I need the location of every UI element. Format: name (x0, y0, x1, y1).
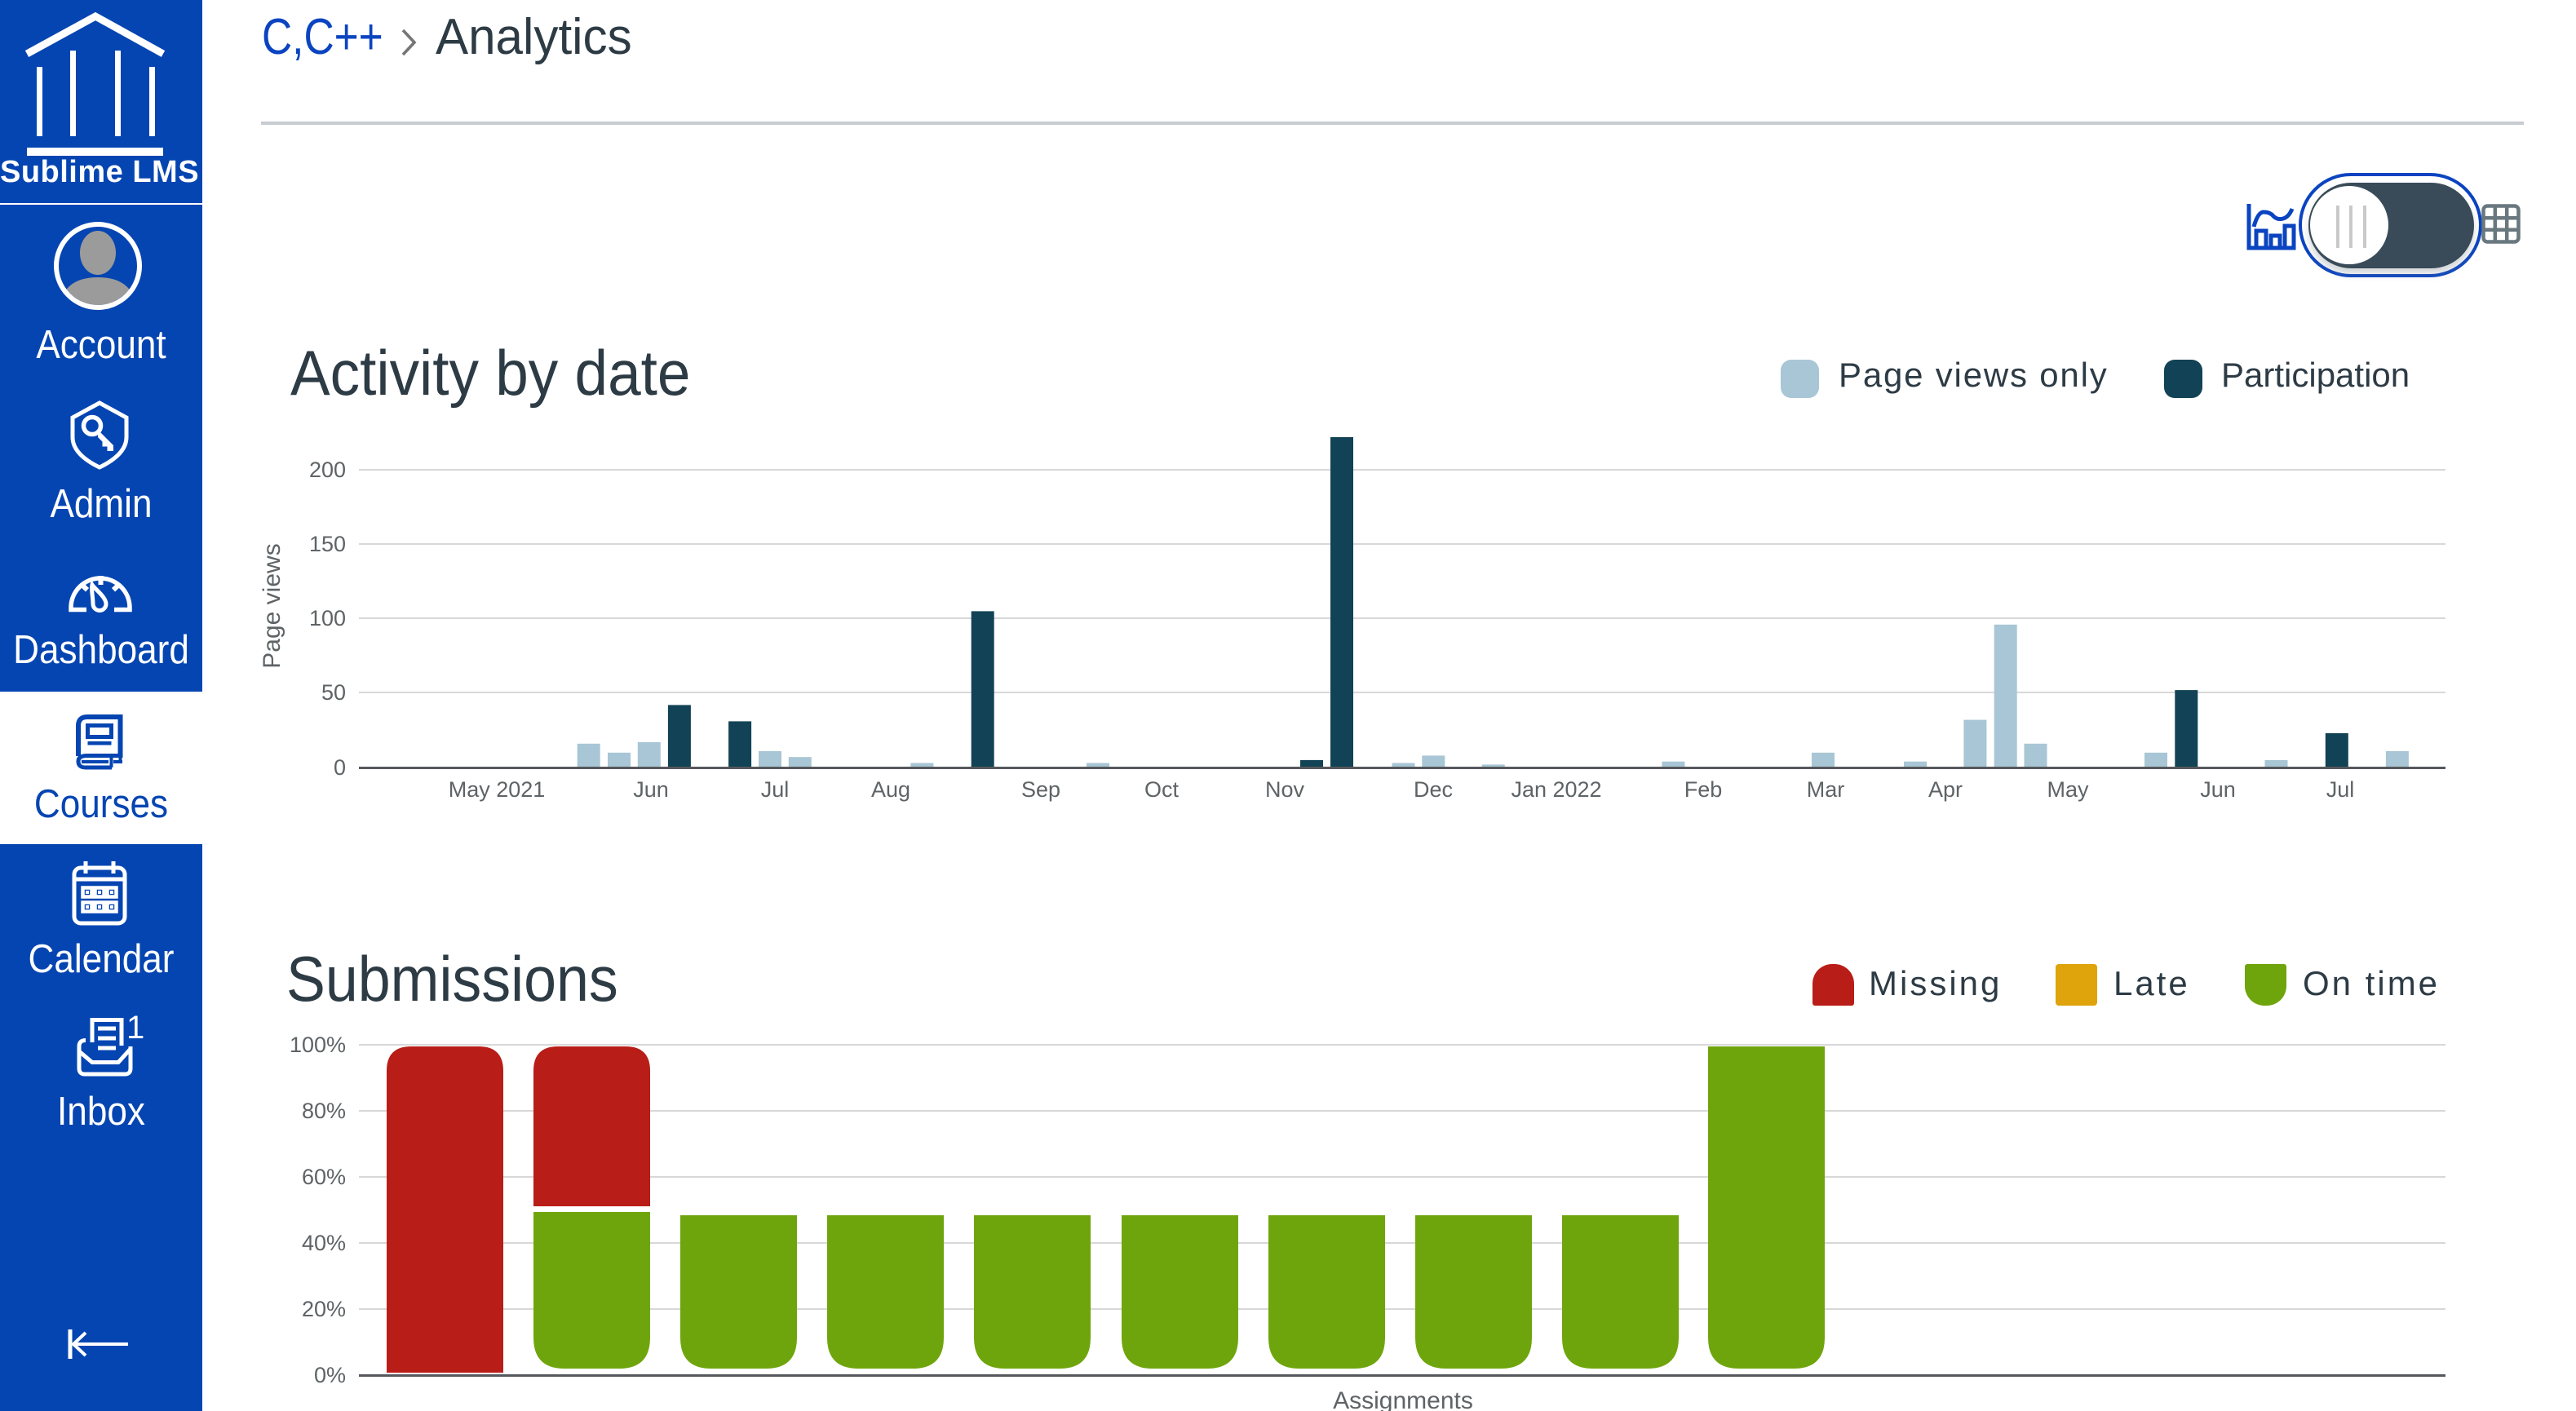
svg-text:May: May (2047, 777, 2089, 802)
svg-text:0: 0 (334, 755, 346, 780)
svg-text:200: 200 (309, 458, 346, 482)
svg-text:Sublime LMS: Sublime LMS (0, 155, 199, 189)
svg-text:Dec: Dec (1414, 777, 1453, 802)
svg-text:Jul: Jul (761, 777, 790, 802)
svg-text:Page views: Page views (259, 543, 285, 668)
svg-text:1: 1 (126, 1013, 144, 1046)
svg-text:Nov: Nov (1265, 777, 1305, 802)
svg-text:Mar: Mar (1807, 777, 1845, 802)
svg-text:Jun: Jun (2200, 777, 2236, 802)
svg-text:60%: 60% (302, 1165, 346, 1189)
svg-text:Sep: Sep (1021, 777, 1060, 802)
svg-text:Aug: Aug (871, 777, 910, 802)
svg-text:Jul: Jul (2326, 777, 2355, 802)
svg-text:Jan 2022: Jan 2022 (1511, 777, 1601, 802)
svg-text:0%: 0% (314, 1363, 346, 1387)
svg-text:100: 100 (309, 606, 346, 630)
svg-text:80%: 80% (302, 1099, 346, 1123)
svg-text:50: 50 (321, 680, 346, 705)
svg-text:40%: 40% (302, 1231, 346, 1255)
svg-text:150: 150 (309, 532, 346, 556)
svg-text:Assignments: Assignments (1333, 1387, 1473, 1411)
svg-text:100%: 100% (290, 1033, 346, 1057)
svg-text:Feb: Feb (1684, 777, 1723, 802)
svg-text:20%: 20% (302, 1297, 346, 1321)
svg-text:May 2021: May 2021 (449, 777, 546, 802)
svg-text:Apr: Apr (1928, 777, 1963, 802)
svg-text:Oct: Oct (1144, 777, 1180, 802)
svg-text:Jun: Jun (633, 777, 669, 802)
